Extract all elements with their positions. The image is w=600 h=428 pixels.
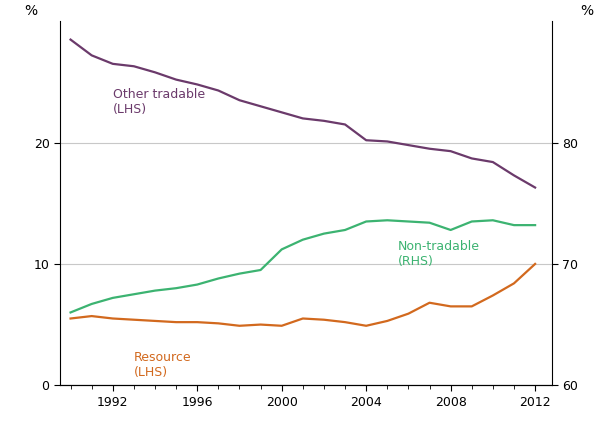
Text: %: % (580, 4, 593, 18)
Text: %: % (24, 4, 37, 18)
Text: Non-tradable
(RHS): Non-tradable (RHS) (398, 240, 480, 268)
Text: Other tradable
(LHS): Other tradable (LHS) (113, 88, 205, 116)
Text: Resource
(LHS): Resource (LHS) (134, 351, 191, 379)
